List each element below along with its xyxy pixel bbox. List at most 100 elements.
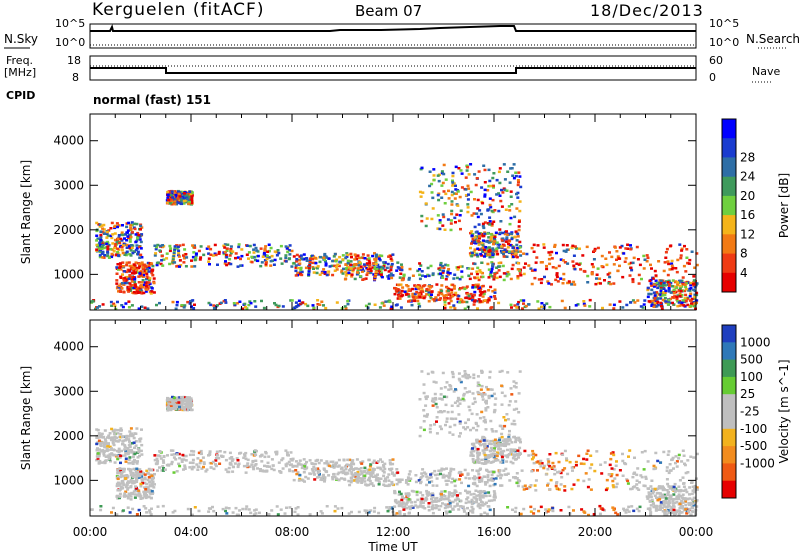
echo-cell (378, 466, 382, 470)
echo-cell (191, 458, 195, 462)
echo-cell (491, 478, 495, 481)
echo-cell (359, 275, 363, 278)
echo-cell (678, 284, 682, 288)
echo-cell (368, 261, 372, 264)
echo-cell (457, 167, 461, 170)
echo-cell (178, 195, 182, 198)
echo-cell (119, 485, 123, 489)
echo-cell (95, 428, 99, 431)
echo-cell (459, 169, 463, 172)
echo-cell (508, 429, 511, 433)
echo-cell (138, 440, 142, 443)
echo-cell (680, 293, 684, 297)
echo-cell (487, 184, 491, 188)
echo-cell (684, 500, 688, 503)
echo-cell (151, 264, 155, 268)
echo-cell (109, 448, 113, 451)
echo-cell (540, 278, 544, 281)
echo-cell (506, 437, 510, 441)
echo-cell (667, 300, 671, 303)
echo-cell (218, 462, 222, 465)
echo-cell (646, 497, 650, 500)
echo-cell (695, 282, 699, 285)
echo-cell (514, 438, 518, 441)
echo-cell (314, 467, 318, 470)
echo-cell (507, 433, 511, 437)
echo-cell (625, 478, 629, 481)
echo-cell (275, 453, 278, 456)
echo-cell (417, 293, 421, 296)
echo-cell (224, 253, 228, 257)
echo-cell (403, 290, 407, 293)
echo-cell (582, 479, 586, 483)
nave-tick-lo: 0 (709, 71, 716, 84)
echo-cell (481, 291, 485, 294)
echo-cell (387, 473, 391, 476)
echo-cell (357, 479, 361, 483)
echo-cell (561, 259, 565, 262)
echo-cell (585, 458, 589, 461)
echo-cell (224, 301, 228, 304)
echo-cell (386, 476, 390, 479)
echo-cell (319, 459, 323, 462)
echo-cell (252, 243, 256, 247)
echo-cell (174, 458, 178, 461)
echo-cell (124, 233, 127, 236)
echo-cell (691, 282, 695, 286)
echo-cell (466, 198, 470, 201)
echo-cell (466, 491, 470, 495)
echo-cell (142, 273, 146, 277)
echo-cell (100, 252, 104, 255)
echo-cell (175, 247, 179, 250)
echo-cell (106, 252, 110, 255)
echo-cell (504, 250, 508, 254)
echo-cell (151, 274, 155, 277)
echo-cell (120, 481, 124, 484)
echo-cell (166, 408, 170, 411)
echo-cell (398, 297, 402, 300)
echo-cell (175, 303, 179, 307)
echo-cell (647, 300, 651, 303)
echo-cell (109, 300, 113, 304)
echo-cell (502, 469, 506, 472)
echo-cell (201, 456, 205, 459)
echo-cell (509, 195, 513, 198)
echo-cell (419, 167, 423, 171)
echo-cell (506, 246, 510, 249)
echo-cell (448, 293, 452, 296)
echo-cell (477, 240, 481, 243)
echo-cell (446, 271, 450, 274)
echo-cell (133, 278, 137, 281)
echo-cell (182, 398, 186, 401)
echo-cell (469, 190, 473, 194)
echo-cell (247, 303, 251, 307)
echo-cell (437, 198, 441, 202)
echo-cell (520, 469, 524, 472)
echo-cell (466, 210, 470, 214)
echo-cell (664, 251, 668, 254)
echo-cell (489, 285, 493, 289)
echo-cell (510, 441, 514, 444)
echo-cell (112, 448, 116, 452)
echo-cell (360, 480, 364, 483)
echo-cell (129, 235, 133, 239)
echo-cell (126, 281, 130, 285)
echo-cell (479, 503, 483, 507)
echo-cell (128, 237, 132, 241)
echo-cell (336, 465, 340, 468)
echo-cell (530, 470, 534, 473)
nsearch-tick-hi: 10^5 (709, 17, 740, 30)
echo-cell (451, 171, 455, 175)
echo-cell (515, 207, 519, 210)
echo-cell (386, 275, 390, 278)
echo-cell (350, 275, 354, 278)
echo-cell (416, 285, 420, 289)
echo-cell (367, 302, 371, 306)
echo-cell (677, 457, 681, 460)
echo-cell (382, 304, 386, 307)
echo-cell (303, 480, 306, 483)
echo-cell (454, 165, 458, 169)
echo-cell (136, 253, 140, 256)
echo-cell (100, 432, 104, 436)
echo-cell (98, 459, 102, 463)
